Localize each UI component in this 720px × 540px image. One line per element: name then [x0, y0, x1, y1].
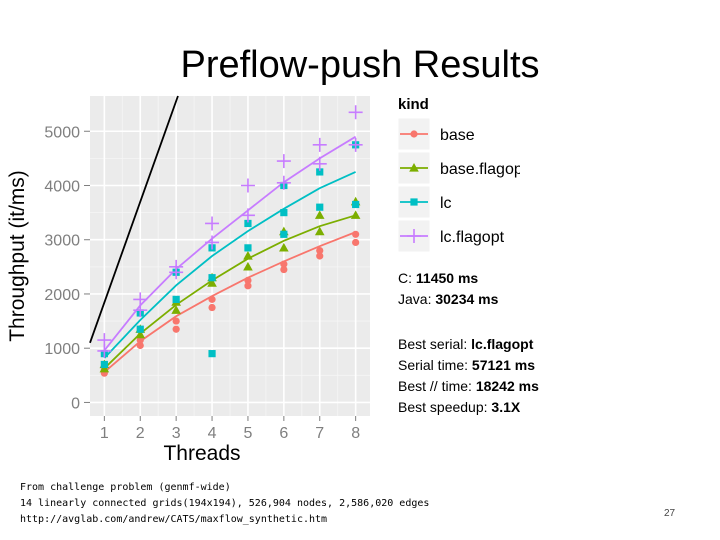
point-base — [316, 252, 324, 260]
point-base — [280, 260, 288, 268]
point-lc — [208, 350, 216, 358]
point-base-flagopt — [207, 278, 217, 287]
reference-line-group — [89, 95, 179, 344]
point-lc — [208, 274, 216, 282]
c-time: C: 11450 ms — [398, 270, 479, 286]
point-base — [352, 238, 360, 247]
x-axis-label: Threads — [163, 442, 240, 465]
best-results: Best serial: lc.flagopt Serial time: 571… — [398, 334, 539, 418]
footnote-line: From challenge problem (genmf-wide) — [20, 482, 231, 493]
point-lc-flagopt — [348, 105, 363, 120]
legend-marker-base-flagopt — [409, 163, 419, 172]
y-tick-label: 2000 — [44, 287, 80, 304]
legend-label-base-flagopt: base.flagopt — [440, 161, 520, 178]
fit-line-base-flagopt — [103, 214, 356, 369]
point-base — [208, 295, 216, 303]
fit-line-base — [103, 231, 356, 373]
point-lc — [244, 219, 252, 228]
point-lc-flagopt — [169, 259, 184, 274]
point-base-flagopt — [350, 210, 361, 219]
point-base — [208, 303, 216, 312]
throughput-chart: 0 1000 2000 3000 4000 5000 1 2 3 4 5 6 7 8 Throughput… — [6, 95, 520, 465]
x-tick-label: 1 — [100, 425, 109, 442]
reference-line — [89, 95, 179, 344]
point-base-flagopt — [314, 210, 325, 219]
point-lc — [136, 325, 144, 333]
point-base — [172, 325, 180, 333]
point-lc — [316, 168, 324, 176]
x-tick-label: 6 — [279, 425, 288, 442]
point-lc-flagopt — [97, 333, 112, 348]
x-tick-label: 5 — [243, 425, 252, 442]
serial-time: Serial time: 57121 ms — [398, 357, 535, 373]
x-tick-label: 8 — [351, 425, 360, 442]
point-lc — [172, 295, 180, 303]
footnote-line: 14 linearly connected grids(194x194), 52… — [20, 498, 430, 509]
point-base — [244, 282, 252, 290]
point-lc — [100, 360, 108, 369]
point-lc-flagopt — [205, 235, 220, 250]
point-lc — [280, 209, 288, 217]
point-base — [136, 341, 144, 350]
x-tick-label: 2 — [136, 425, 145, 442]
point-lc — [316, 203, 324, 211]
fit-line-lc — [103, 171, 356, 359]
point-lc-flagopt — [312, 156, 327, 171]
y-tick-label: 5000 — [44, 124, 80, 141]
point-base-flagopt — [99, 363, 110, 373]
legend: kind base base.flagopt lc lc.flagopt — [397, 96, 520, 253]
point-base-flagopt — [314, 226, 325, 236]
point-base — [136, 336, 144, 344]
page-number: 27 — [664, 508, 676, 519]
footnote-link: http://avglab.com/andrew/CATS/maxflow_sy… — [20, 514, 328, 525]
y-tick-label: 0 — [71, 395, 80, 412]
point-base-flagopt — [243, 251, 253, 260]
y-tick-label: 4000 — [44, 178, 80, 195]
point-lc-flagopt — [348, 137, 363, 152]
point-base-flagopt — [135, 329, 146, 339]
legend-label-lc: lc — [440, 195, 452, 212]
x-tick-label: 7 — [315, 425, 324, 442]
slide-title: Preflow-push Results — [180, 44, 540, 86]
point-base-flagopt — [243, 261, 253, 271]
point-lc-flagopt — [276, 154, 291, 169]
best-parallel-time: Best // time: 18242 ms — [398, 378, 539, 394]
point-lc — [244, 244, 252, 252]
source-footnote: From challenge problem (genmf-wide) 14 l… — [20, 480, 429, 528]
point-lc-flagopt — [205, 216, 220, 231]
point-lc-flagopt — [276, 175, 291, 190]
y-tick-label: 3000 — [44, 233, 80, 250]
best-serial: Best serial: lc.flagopt — [398, 336, 534, 352]
point-base — [280, 265, 288, 274]
point-lc-flagopt — [133, 292, 148, 307]
legend-title: kind — [398, 96, 429, 113]
x-tick-label: 4 — [208, 425, 217, 442]
point-base — [352, 230, 360, 238]
point-lc — [352, 200, 360, 209]
legend-label-base: base — [440, 127, 475, 144]
y-axis-label: Throughput (it/ms) — [6, 170, 29, 342]
point-lc-flagopt — [312, 137, 327, 152]
point-base-flagopt — [279, 242, 289, 252]
legend-marker-base — [410, 130, 418, 138]
java-time: Java: 30234 ms — [398, 291, 499, 307]
y-tick-label: 1000 — [44, 341, 80, 358]
legend-label-lc-flagopt: lc.flagopt — [440, 229, 505, 246]
x-tick-label: 3 — [172, 425, 181, 442]
point-lc-flagopt — [240, 178, 255, 193]
axes: 0 1000 2000 3000 4000 5000 1 2 3 4 5 6 7 8 — [44, 124, 360, 442]
point-lc-flagopt — [240, 208, 255, 223]
point-base — [316, 246, 324, 255]
point-base-flagopt — [171, 305, 181, 314]
best-speedup: Best speedup: 3.1X — [398, 399, 521, 415]
point-base — [172, 317, 180, 325]
data-points — [97, 105, 363, 377]
legend-marker-lc-flagopt — [407, 229, 421, 243]
legend-marker-lc — [410, 198, 418, 206]
point-lc — [280, 230, 288, 238]
language-times: C: 11450 ms Java: 30234 ms — [398, 268, 498, 310]
point-base — [244, 276, 252, 285]
